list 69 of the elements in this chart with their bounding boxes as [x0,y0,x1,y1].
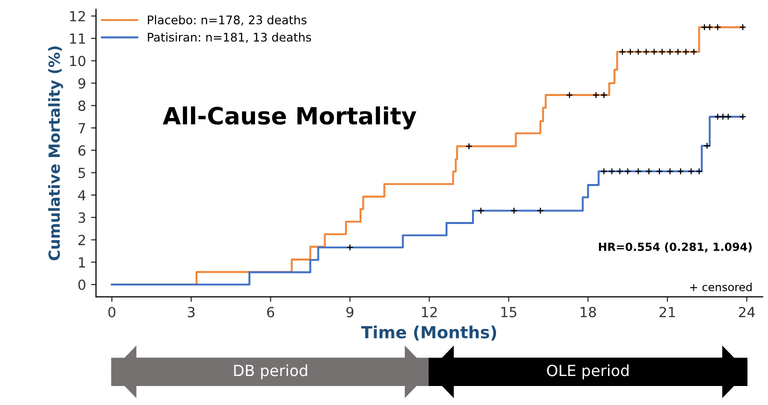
x-tick-label: 3 [188,306,195,318]
point [719,113,726,120]
y-tick-label: 7 [78,123,86,134]
point [706,24,714,31]
y-tick-label: 3 [78,212,86,223]
y-tick-label: 4 [78,190,86,200]
point [618,48,626,56]
point [677,168,684,175]
point [700,24,708,31]
x-tick-label: 15 [501,307,516,318]
y-tick-label: 12 [70,10,85,22]
x-tick-label: 12 [422,306,437,318]
point [666,48,674,56]
y-tick-label: 10 [70,56,86,66]
text: OLE period [547,364,628,380]
point [650,48,658,56]
x-tick-label: 24 [738,306,755,318]
annotation: + censored [690,282,752,292]
point [739,113,746,120]
point [616,168,624,175]
y-tick-label: 11 [70,34,85,44]
text: All-Cause Mortality [162,106,416,130]
point [592,92,600,99]
point [642,48,650,56]
point [704,142,711,150]
y-tick-label: 1 [78,257,85,268]
x-tick-label: 9 [346,306,354,318]
point [510,207,518,214]
x-tick-label: 0 [108,306,116,318]
point [714,113,722,120]
point [346,244,354,251]
x-axis-title: Time (Months) [361,326,496,340]
point [624,168,632,175]
x-tick-label: 6 [267,306,274,318]
point [477,207,484,214]
legend-label: Patisiran: n=181, 13 deaths [148,32,312,43]
x-tick-label: 18 [580,306,596,318]
point [600,92,608,99]
y-tick-label: 5 [78,168,86,178]
point [536,207,544,214]
point [656,168,663,175]
point [645,168,652,175]
y-axis-title: Cumulative Mortality (%) [48,46,64,260]
legend-label: Placebo: n=178, 23 deaths [148,15,306,26]
point [600,168,608,175]
x-tick-label: 21 [660,306,675,318]
point [626,48,634,56]
point [634,168,642,175]
point [566,92,574,99]
point [739,24,746,31]
point [666,168,674,175]
annotation: HR=0.554 (0.281, 1.094) [598,242,752,252]
point [658,48,666,56]
point [690,48,698,56]
point [674,48,682,56]
y-tick-label: 8 [78,100,86,112]
y-tick-label: 0 [78,280,86,290]
point [465,142,472,150]
y-tick-label: 2 [78,234,85,246]
point [714,24,722,31]
point [634,48,642,56]
y-tick-label: 9 [78,78,86,89]
point [608,168,616,175]
text: DB period [234,364,308,380]
point [696,168,703,175]
y-tick-label: 6 [78,145,86,156]
point [724,113,732,120]
point [688,168,695,175]
point [682,48,690,56]
